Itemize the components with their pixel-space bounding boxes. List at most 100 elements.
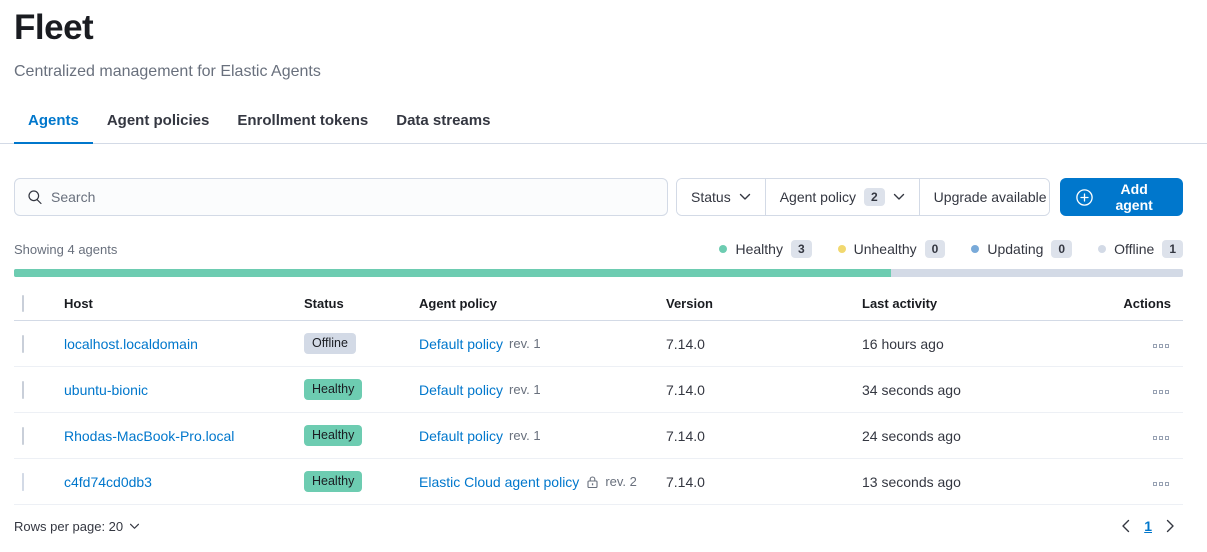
filter-status-label: Status: [691, 189, 731, 205]
agent-policy-link[interactable]: Elastic Cloud agent policy: [419, 473, 580, 490]
tabs-bar: Agents Agent policies Enrollment tokens …: [0, 104, 1207, 144]
status-badge: Healthy: [304, 471, 363, 492]
agent-health-bar: [14, 269, 1183, 277]
agent-version: 7.14.0: [658, 320, 854, 367]
next-page-button[interactable]: [1166, 519, 1175, 533]
table-row: Rhodas-MacBook-Pro.local Healthy Default…: [14, 412, 1183, 459]
last-activity: 16 hours ago: [854, 320, 1103, 367]
search-box[interactable]: [14, 178, 668, 216]
tab-data-streams[interactable]: Data streams: [396, 112, 491, 129]
row-actions-button[interactable]: [1151, 432, 1171, 444]
table-header-row: Host Status Agent policy Version Last ac…: [14, 287, 1183, 321]
page-header: Fleet Centralized management for Elastic…: [0, 0, 1207, 81]
filter-group: Status Agent policy 2 Upgrade available: [676, 178, 1051, 216]
status-badge: Healthy: [304, 425, 363, 446]
legend-item-offline: Offline 1: [1098, 240, 1183, 258]
chevron-down-icon: [893, 193, 905, 201]
agent-policy-link[interactable]: Default policy: [419, 381, 504, 398]
agent-version: 7.14.0: [658, 412, 854, 459]
legend-item-unhealthy: Unhealthy 0: [837, 240, 946, 258]
summary-row: Showing 4 agents Healthy 3 Unhealthy 0 U…: [14, 240, 1183, 258]
offline-dot-icon: [1098, 245, 1107, 253]
table-row: ubuntu-bionic Healthy Default policy rev.…: [14, 366, 1183, 413]
tab-enrollment-tokens[interactable]: Enrollment tokens: [237, 112, 369, 129]
host-link[interactable]: localhost.localdomain: [64, 335, 198, 352]
filter-agent-policy-label: Agent policy: [779, 189, 856, 205]
table-row: c4fd74cd0db3 Healthy Elastic Cloud agent…: [14, 458, 1183, 505]
table-row: localhost.localdomain Offline Default po…: [14, 320, 1183, 367]
pagination: 1: [1121, 518, 1183, 534]
filter-agent-policy-button[interactable]: Agent policy 2: [764, 179, 919, 215]
column-header-last-activity: Last activity: [854, 287, 1103, 321]
agents-table: Host Status Agent policy Version Last ac…: [14, 287, 1183, 505]
page-subtitle: Centralized management for Elastic Agent…: [14, 63, 321, 80]
filter-upgrade-available-button[interactable]: Upgrade available: [918, 179, 1050, 215]
last-activity: 24 seconds ago: [854, 412, 1103, 459]
column-header-version: Version: [658, 287, 854, 321]
legend-item-updating: Updating 0: [971, 240, 1073, 258]
unhealthy-dot-icon: [837, 245, 846, 253]
legend-unhealthy-label: Unhealthy: [853, 241, 917, 257]
page-number-1[interactable]: 1: [1144, 518, 1152, 534]
legend-unhealthy-count: 0: [924, 240, 946, 258]
agent-policy-link[interactable]: Default policy: [419, 427, 504, 444]
row-actions-button[interactable]: [1151, 340, 1171, 352]
legend-updating-count: 0: [1051, 240, 1073, 258]
agent-version: 7.14.0: [658, 366, 854, 413]
legend-updating-label: Updating: [987, 241, 1044, 257]
search-icon: [27, 189, 43, 205]
legend-healthy-count: 3: [790, 240, 812, 258]
row-actions-button[interactable]: [1151, 478, 1171, 490]
policy-revision: rev. 1: [509, 382, 541, 397]
legend-offline-count: 1: [1162, 240, 1183, 258]
healthy-dot-icon: [719, 245, 728, 253]
rows-per-page-label: Rows per page: 20: [14, 518, 124, 534]
chevron-down-icon: [129, 523, 140, 530]
policy-revision: rev. 1: [509, 336, 541, 351]
previous-page-button[interactable]: [1121, 519, 1130, 533]
status-badge: Offline: [304, 333, 356, 354]
policy-revision: rev. 2: [605, 474, 637, 489]
last-activity: 13 seconds ago: [854, 458, 1103, 505]
status-badge: Healthy: [304, 379, 363, 400]
select-all-checkbox[interactable]: [22, 295, 24, 312]
last-activity: 34 seconds ago: [854, 366, 1103, 413]
column-header-agent-policy: Agent policy: [411, 287, 658, 321]
agent-policy-link[interactable]: Default policy: [419, 335, 504, 352]
agent-count-text: Showing 4 agents: [14, 241, 118, 257]
filter-agent-policy-count-badge: 2: [863, 188, 885, 206]
updating-dot-icon: [971, 245, 980, 253]
host-link[interactable]: c4fd74cd0db3: [64, 473, 152, 490]
host-link[interactable]: Rhodas-MacBook-Pro.local: [64, 427, 235, 444]
legend-healthy-label: Healthy: [735, 241, 783, 257]
policy-revision: rev. 1: [509, 428, 541, 443]
column-header-status: Status: [296, 287, 411, 321]
row-checkbox[interactable]: [22, 380, 24, 399]
filter-upgrade-available-label: Upgrade available: [933, 189, 1047, 205]
tab-agents[interactable]: Agents: [14, 104, 93, 144]
legend-offline-label: Offline: [1114, 241, 1155, 257]
host-link[interactable]: ubuntu-bionic: [64, 381, 149, 398]
row-checkbox[interactable]: [22, 334, 24, 353]
row-checkbox-disabled: [22, 472, 24, 491]
table-footer: Rows per page: 20 1: [14, 518, 1183, 534]
row-actions-button[interactable]: [1151, 386, 1171, 398]
status-legend: Healthy 3 Unhealthy 0 Updating 0 Offline…: [719, 240, 1183, 258]
tab-agent-policies[interactable]: Agent policies: [106, 112, 210, 129]
row-checkbox[interactable]: [22, 426, 24, 445]
chevron-down-icon: [739, 193, 751, 201]
agent-version: 7.14.0: [658, 458, 854, 505]
lock-icon: [586, 475, 599, 489]
add-agent-label: Add agent: [1115, 181, 1153, 213]
plus-circle-icon: [1076, 188, 1094, 206]
page-title: Fleet: [14, 8, 94, 47]
column-header-actions: Actions: [1103, 287, 1183, 321]
search-input[interactable]: [51, 189, 655, 205]
rows-per-page-button[interactable]: Rows per page: 20: [14, 519, 140, 534]
toolbar: Status Agent policy 2 Upgrade available …: [14, 178, 1183, 216]
column-header-host: Host: [56, 287, 296, 321]
filter-status-button[interactable]: Status: [677, 179, 765, 215]
legend-item-healthy: Healthy 3: [719, 240, 812, 258]
agent-health-bar-healthy-segment: [14, 269, 891, 277]
add-agent-button[interactable]: Add agent: [1060, 178, 1183, 216]
